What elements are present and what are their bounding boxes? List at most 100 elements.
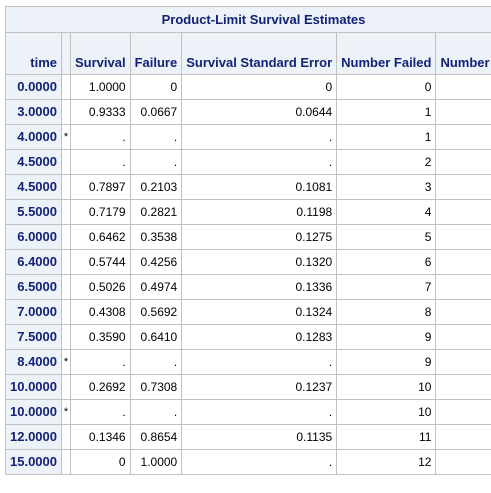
cell-failed: 10: [336, 399, 437, 425]
row-header-time: 4.5000: [5, 149, 62, 175]
cell-censor: [61, 74, 71, 100]
cell-censor: *: [61, 349, 71, 375]
cell-sse: 0.1081: [181, 174, 338, 200]
cell-survival: 0.7897: [70, 174, 131, 200]
cell-failure: 0.6410: [129, 324, 183, 350]
row-header-time: 12.0000: [5, 424, 62, 450]
cell-failed: 1: [336, 99, 437, 125]
cell-survival: .: [70, 349, 131, 375]
cell-failure: 0.2821: [129, 199, 183, 225]
cell-failed: 3: [336, 174, 437, 200]
cell-censor: [61, 324, 71, 350]
cell-failure: 0.5692: [129, 299, 183, 325]
row-header-time: 15.0000: [5, 449, 62, 475]
column-header-failure: Failure: [129, 32, 183, 75]
cell-left: 6: [435, 299, 491, 325]
row-header-time: 10.0000: [5, 374, 62, 400]
row-header-time: 6.0000: [5, 224, 62, 250]
column-header-sse: Survival Standard Error: [181, 32, 338, 75]
cell-left: 8: [435, 249, 491, 275]
cell-sse: .: [181, 449, 338, 475]
cell-left: 12: [435, 149, 491, 175]
cell-failure: .: [129, 124, 183, 150]
cell-failure: 0.8654: [129, 424, 183, 450]
cell-sse: 0.1198: [181, 199, 338, 225]
cell-failed: 7: [336, 274, 437, 300]
row-header-time: 5.5000: [5, 199, 62, 225]
cell-sse: 0.1135: [181, 424, 338, 450]
column-header-left: Number Left: [435, 32, 491, 75]
cell-failed: 5: [336, 224, 437, 250]
table-row: 4.0000*...113: [5, 124, 491, 150]
cell-survival: .: [70, 149, 131, 175]
cell-left: 13: [435, 124, 491, 150]
cell-sse: 0.0644: [181, 99, 338, 125]
cell-left: 1: [435, 424, 491, 450]
row-header-time: 3.0000: [5, 99, 62, 125]
cell-failure: 0.0667: [129, 99, 183, 125]
cell-survival: 1.0000: [70, 74, 131, 100]
cell-sse: .: [181, 149, 338, 175]
cell-left: 14: [435, 99, 491, 125]
cell-censor: [61, 249, 71, 275]
cell-sse: 0.1324: [181, 299, 338, 325]
cell-failed: 9: [336, 324, 437, 350]
cell-censor: [61, 299, 71, 325]
cell-failed: 6: [336, 249, 437, 275]
cell-left: 3: [435, 374, 491, 400]
cell-sse: 0.1283: [181, 324, 338, 350]
cell-censor: [61, 449, 71, 475]
cell-sse: 0: [181, 74, 338, 100]
cell-censor: *: [61, 399, 71, 425]
cell-failure: 0.4974: [129, 274, 183, 300]
row-header-time: 8.4000: [5, 349, 62, 375]
cell-left: 0: [435, 449, 491, 475]
cell-censor: [61, 424, 71, 450]
cell-censor: [61, 274, 71, 300]
cell-sse: 0.1275: [181, 224, 338, 250]
cell-failed: 12: [336, 449, 437, 475]
cell-censor: [61, 99, 71, 125]
cell-sse: 0.1237: [181, 374, 338, 400]
cell-failure: .: [129, 349, 183, 375]
cell-survival: 0.1346: [70, 424, 131, 450]
cell-sse: .: [181, 399, 338, 425]
cell-survival: 0.9333: [70, 99, 131, 125]
cell-failure: 0.7308: [129, 374, 183, 400]
cell-survival: 0.2692: [70, 374, 131, 400]
cell-survival: 0.6462: [70, 224, 131, 250]
column-header-time: time: [5, 32, 62, 75]
cell-left: 11: [435, 174, 491, 200]
survival-table-container: Product-Limit Survival Estimates time Sur…: [4, 6, 491, 475]
table-row: 8.4000*...94: [5, 349, 491, 375]
table-row: 4.5000...212: [5, 149, 491, 175]
column-header-censor: [61, 32, 71, 75]
row-header-time: 6.5000: [5, 274, 62, 300]
cell-censor: [61, 149, 71, 175]
row-header-time: 6.4000: [5, 249, 62, 275]
cell-failure: .: [129, 149, 183, 175]
row-header-time: 0.0000: [5, 74, 62, 100]
cell-failed: 11: [336, 424, 437, 450]
cell-sse: 0.1320: [181, 249, 338, 275]
column-header-row: time Survival Failure Survival Standard Err…: [5, 32, 491, 75]
cell-left: 9: [435, 224, 491, 250]
cell-censor: [61, 174, 71, 200]
cell-failed: 10: [336, 374, 437, 400]
table-row: 10.0000*...102: [5, 399, 491, 425]
cell-survival: 0.5744: [70, 249, 131, 275]
table-title: Product-Limit Survival Estimates: [4, 6, 491, 33]
cell-failure: .: [129, 399, 183, 425]
table-body: 0.00001.0000000153.00000.93330.06670.064…: [5, 74, 491, 475]
cell-survival: 0.3590: [70, 324, 131, 350]
